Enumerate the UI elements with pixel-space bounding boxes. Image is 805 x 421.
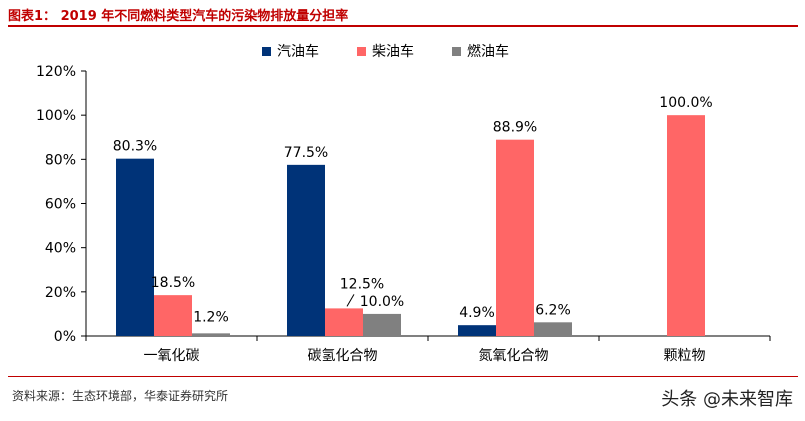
y-tick-label: 120%	[36, 64, 76, 80]
source-divider	[8, 376, 798, 377]
data-label: 100.0%	[659, 95, 712, 111]
y-tick-label: 40%	[45, 241, 76, 257]
legend-label-fuel: 燃油车	[467, 44, 509, 60]
bar-1-1	[325, 308, 363, 336]
bar-1-3	[667, 115, 705, 337]
y-tick-label: 20%	[45, 285, 76, 301]
y-tick-label: 60%	[45, 197, 76, 213]
data-label: 1.2%	[193, 309, 229, 325]
legend-item-fuel: 燃油车	[452, 41, 509, 61]
data-label-leader-line	[346, 294, 355, 307]
legend-item-gasoline: 汽油车	[262, 41, 319, 61]
data-label: 10.0%	[360, 294, 404, 310]
data-label: 18.5%	[151, 275, 195, 291]
bar-2-0	[192, 333, 230, 336]
legend-swatch-fuel	[452, 46, 461, 56]
x-tick-label: 一氧化碳	[144, 348, 200, 364]
bar-0-1	[287, 164, 325, 336]
legend-item-diesel: 柴油车	[357, 41, 414, 61]
x-tick-label: 碳氢化合物	[308, 348, 378, 364]
y-tick-label: 0%	[54, 329, 76, 345]
legend-label-gasoline: 汽油车	[277, 44, 319, 60]
legend-swatch-diesel	[357, 46, 366, 56]
source-note: 资料来源：生态环境部，华泰证券研究所	[12, 389, 229, 403]
bar-2-1	[363, 313, 401, 336]
y-tick-label: 100%	[36, 108, 76, 124]
data-label: 12.5%	[340, 276, 384, 292]
figure-title-text: 2019 年不同燃料类型汽车的污染物排放量分担率	[60, 9, 349, 24]
figure-label: 图表1：	[8, 9, 57, 24]
chart-legend: 汽油车 柴油车 燃油车	[262, 41, 509, 61]
data-label: 80.3%	[113, 139, 157, 155]
bar-1-0	[154, 295, 192, 336]
bar-1-2	[496, 139, 534, 336]
data-label: 77.5%	[284, 145, 328, 161]
legend-swatch-gasoline	[262, 46, 271, 56]
x-tick-label: 颗粒物	[664, 348, 706, 364]
data-label: 4.9%	[459, 305, 495, 321]
legend-label-diesel: 柴油车	[372, 44, 414, 60]
figure-title: 图表1： 2019 年不同燃料类型汽车的污染物排放量分担率	[8, 5, 348, 24]
data-label: 88.9%	[493, 120, 537, 136]
watermark: 头条 @未来智库	[661, 389, 793, 410]
bar-0-0	[116, 158, 154, 336]
x-tick-label: 氮氧化合物	[479, 348, 549, 364]
figure-title-bar: 图表1： 2019 年不同燃料类型汽车的污染物排放量分担率	[8, 3, 798, 27]
bar-2-2	[534, 322, 572, 336]
data-label: 6.2%	[535, 302, 571, 318]
bar-0-2	[458, 325, 496, 336]
y-tick-label: 80%	[45, 152, 76, 168]
